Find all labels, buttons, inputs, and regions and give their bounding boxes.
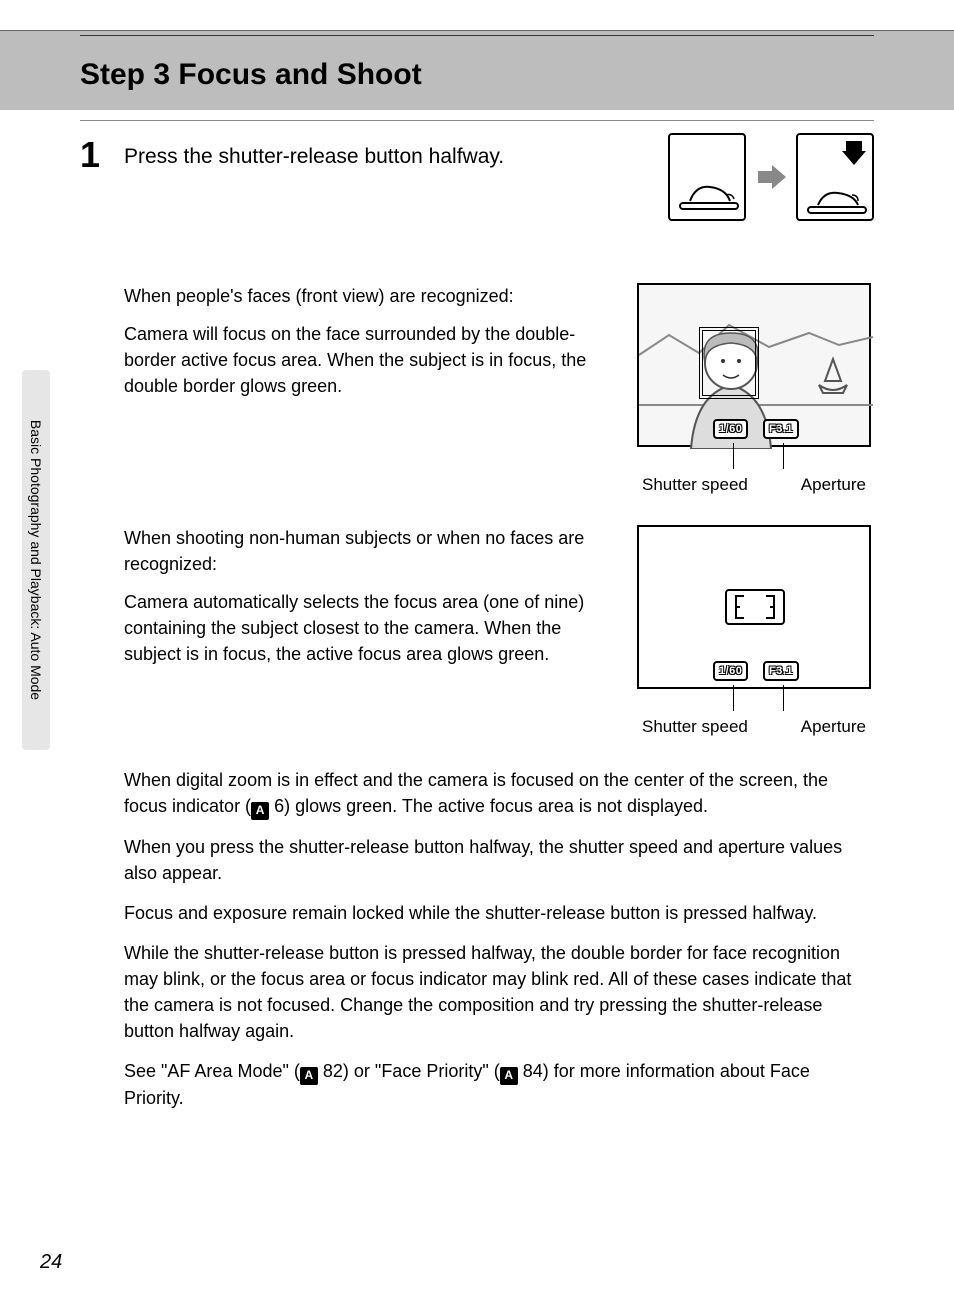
aperture-value: F3.1 (769, 665, 793, 677)
text: ) glows green. The active focus area is … (284, 796, 708, 816)
leader-line (783, 685, 784, 711)
camera-screen-face: 1/60 F3.1 (637, 283, 871, 447)
caption-row: Shutter speed Aperture (634, 475, 874, 495)
finger-halfpress-icon (668, 133, 746, 221)
header-band: Step 3 Focus and Shoot (0, 30, 954, 110)
face-text: When people's faces (front view) are rec… (124, 283, 614, 495)
para-lock: Focus and exposure remain locked while t… (124, 900, 874, 926)
aperture-label: Aperture (801, 717, 866, 737)
page-number: 24 (40, 1251, 62, 1274)
leader-line (733, 443, 734, 469)
aperture-value: F3.1 (769, 423, 793, 435)
arrow-right-icon (756, 165, 786, 189)
manual-page: Step 3 Focus and Shoot Basic Photography… (0, 0, 954, 1314)
para-blink: While the shutter-release button is pres… (124, 940, 874, 1044)
shutter-chip: 1/60 (713, 419, 748, 439)
body-content: 1 Press the shutter-release button halfw… (80, 120, 874, 1234)
step-row: 1 Press the shutter-release button halfw… (80, 133, 874, 173)
finger-diagram-row (668, 133, 874, 221)
page-title: Step 3 Focus and Shoot (80, 58, 422, 92)
aperture-chip: F3.1 (763, 419, 799, 439)
aperture-label: Aperture (801, 475, 866, 495)
noface-figure-col: 1/60 F3.1 Shutter speed Aperture (634, 525, 874, 737)
focus-brackets-icon (725, 589, 785, 625)
header-inner: Step 3 Focus and Shoot (80, 35, 874, 114)
reference-icon: A (251, 802, 269, 820)
text: See "AF Area Mode" ( (124, 1061, 300, 1081)
leader-line (733, 685, 734, 711)
shutter-value: 1/60 (719, 423, 742, 435)
face-heading: When people's faces (front view) are rec… (124, 283, 614, 309)
face-body: Camera will focus on the face surrounded… (124, 321, 614, 399)
ref-page: 82 (323, 1061, 343, 1081)
leader-line (783, 443, 784, 469)
side-tab: Basic Photography and Playback: Auto Mod… (22, 370, 50, 750)
reference-icon: A (500, 1067, 518, 1085)
shutter-label: Shutter speed (642, 717, 748, 737)
step-number: 1 (80, 133, 124, 173)
face-figure-col: 1/60 F3.1 Shutter speed Aperture (634, 283, 874, 495)
shutter-value: 1/60 (719, 665, 742, 677)
caption-row: Shutter speed Aperture (634, 717, 874, 737)
noface-body: Camera automatically selects the focus a… (124, 589, 614, 667)
noface-heading: When shooting non-human subjects or when… (124, 525, 614, 577)
content-column: When people's faces (front view) are rec… (124, 283, 874, 1111)
aperture-chip: F3.1 (763, 661, 799, 681)
side-tab-label: Basic Photography and Playback: Auto Mod… (28, 420, 44, 700)
detail-paragraphs: When digital zoom is in effect and the c… (124, 767, 874, 1111)
para-digital-zoom: When digital zoom is in effect and the c… (124, 767, 874, 820)
focus-frame-double-icon (699, 327, 759, 399)
para-seealso: See "AF Area Mode" (A 82) or "Face Prior… (124, 1058, 874, 1111)
finger-fullpress-icon (796, 133, 874, 221)
noface-text: When shooting non-human subjects or when… (124, 525, 614, 737)
camera-screen-noface: 1/60 F3.1 (637, 525, 871, 689)
noface-section: When shooting non-human subjects or when… (124, 525, 874, 737)
ref-page: 6 (274, 796, 284, 816)
shutter-label: Shutter speed (642, 475, 748, 495)
text: ) or "Face Priority" ( (343, 1061, 500, 1081)
para-values-appear: When you press the shutter-release butto… (124, 834, 874, 886)
face-section: When people's faces (front view) are rec… (124, 283, 874, 495)
shutter-chip: 1/60 (713, 661, 748, 681)
ref-page: 84 (523, 1061, 543, 1081)
reference-icon: A (300, 1067, 318, 1085)
